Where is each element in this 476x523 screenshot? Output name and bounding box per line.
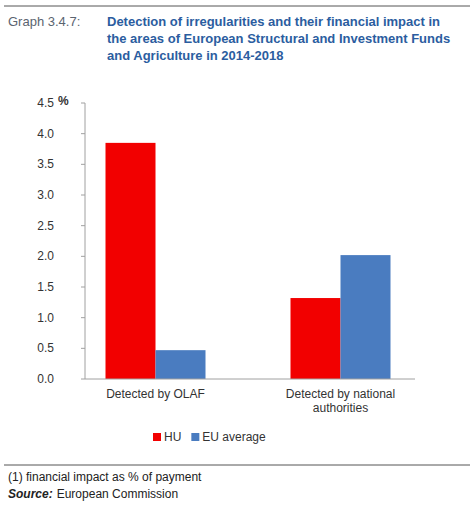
rule xyxy=(4,6,470,7)
chart: Graph 3.4.7: Detection of irregularities … xyxy=(0,0,476,523)
y-tick-label: 1.5 xyxy=(37,280,54,294)
x-tick-label: Detected by OLAF xyxy=(106,387,205,401)
legend-label: HU xyxy=(164,430,181,444)
x-tick-label: Detected by nationalauthorities xyxy=(286,387,395,415)
y-label: % xyxy=(58,94,69,108)
text-line: Detected by national xyxy=(286,387,395,401)
y-tick xyxy=(81,379,85,380)
y-tick-label: 2.0 xyxy=(37,249,54,263)
y-tick-label: 4.5 xyxy=(37,96,54,110)
y-tick xyxy=(81,287,85,288)
legend-swatch xyxy=(191,433,199,441)
text-line: Detection of irregularities and their fi… xyxy=(107,14,440,29)
bar xyxy=(291,298,341,379)
y-tick xyxy=(81,317,85,318)
source: European Commission xyxy=(57,487,178,501)
bar xyxy=(156,350,206,379)
source-label: Source: xyxy=(8,487,53,501)
text-line: and Agriculture in 2014-2018 xyxy=(107,48,284,63)
x-axis xyxy=(85,379,415,380)
y-axis xyxy=(85,103,86,379)
text-line: authorities xyxy=(313,401,368,415)
y-tick-label: 1.0 xyxy=(37,311,54,325)
bar xyxy=(341,255,391,379)
text-line: the areas of European Structural and Inv… xyxy=(107,31,450,46)
bar xyxy=(106,143,156,379)
legend: HU EU average xyxy=(153,430,266,444)
title: Detection of irregularities and their fi… xyxy=(107,14,450,63)
y-tick-label: 3.5 xyxy=(37,157,54,171)
y-tick xyxy=(81,133,85,134)
legend-swatch xyxy=(153,433,161,441)
y-tick xyxy=(81,256,85,257)
y-tick xyxy=(81,348,85,349)
y-tick-label: 0.0 xyxy=(37,372,54,386)
rule xyxy=(4,465,470,466)
y-tick xyxy=(81,225,85,226)
y-tick xyxy=(81,195,85,196)
y-tick xyxy=(81,103,85,104)
legend-label: EU average xyxy=(202,430,266,444)
bars xyxy=(106,143,391,379)
y-tick-label: 3.0 xyxy=(37,188,54,202)
y-tick xyxy=(81,164,85,165)
y-tick-label: 0.5 xyxy=(37,341,54,355)
y-tick-label: 4.0 xyxy=(37,127,54,141)
footnote: (1) financial impact as % of payment xyxy=(8,470,202,484)
graph-label: Graph 3.4.7: xyxy=(8,14,80,29)
text-line: Detected by OLAF xyxy=(106,387,205,401)
y-tick-label: 2.5 xyxy=(37,219,54,233)
